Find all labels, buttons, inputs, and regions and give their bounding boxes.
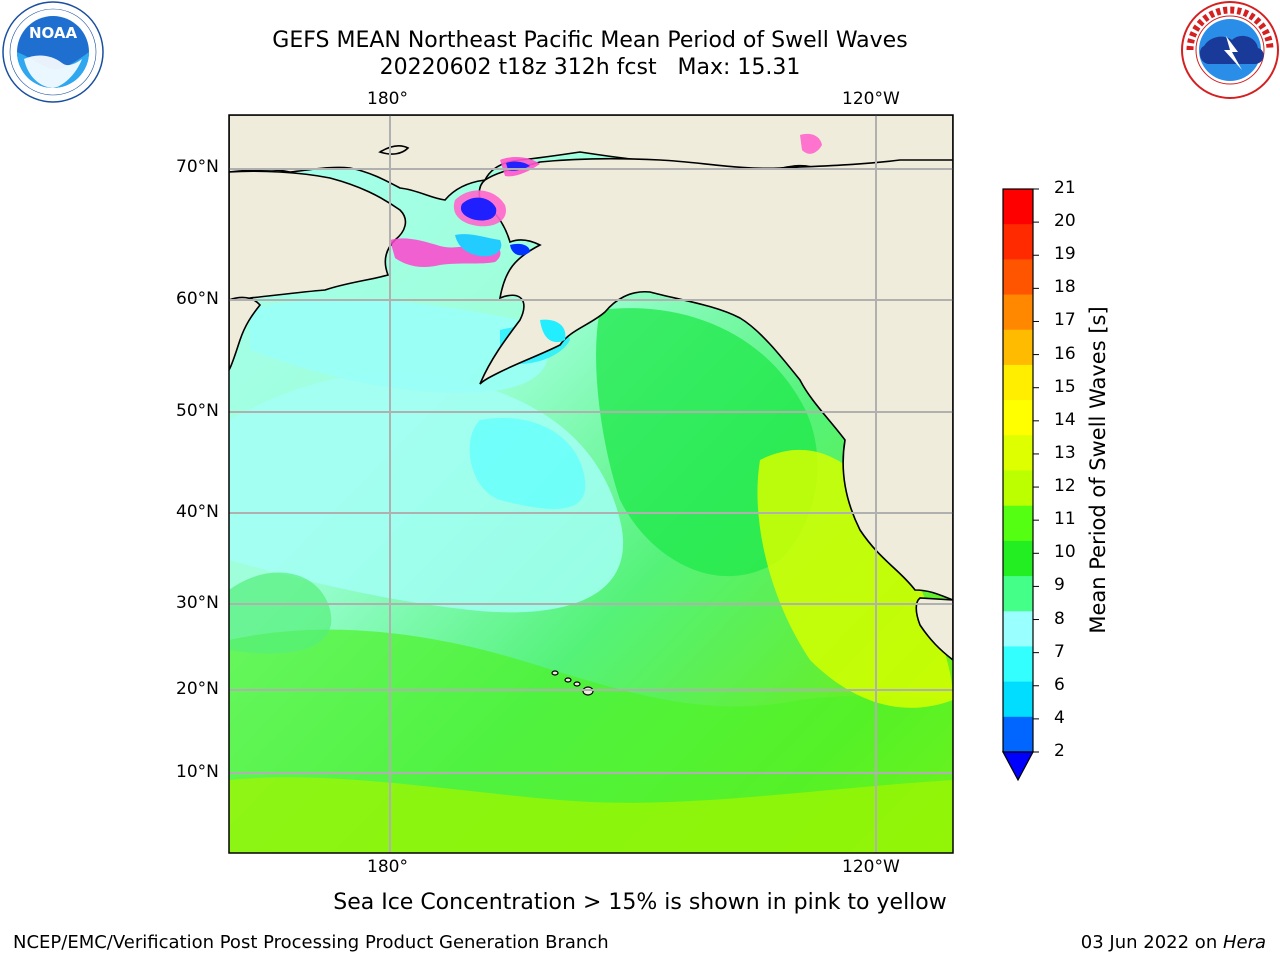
lat-label-30n: 30°N — [176, 593, 219, 613]
colorbar-tick-label: 11 — [1054, 509, 1076, 530]
noaa-logo-text: NOAA — [29, 24, 78, 42]
colorbar-label: Mean Period of Swell Waves [s] — [1086, 306, 1110, 634]
colorbar-segment — [1003, 716, 1033, 753]
colorbar-segment — [1003, 400, 1033, 436]
swell-period-field — [229, 299, 953, 853]
map-frame — [228, 114, 954, 854]
colorbar-tick-label: 21 — [1054, 178, 1076, 198]
lat-label-10n: 10°N — [176, 762, 219, 782]
land-masses — [229, 115, 953, 662]
top-lon-label-120w: 120°W — [842, 89, 900, 109]
colorbar-tick-label: 10 — [1054, 542, 1076, 563]
colorbar-segment — [1003, 259, 1033, 296]
colorbar-tick-label: 15 — [1054, 376, 1076, 397]
colorbar-tick-label: 7 — [1054, 641, 1065, 662]
bottom-lon-label-120w: 120°W — [842, 857, 900, 877]
colorbar-segment — [1003, 611, 1033, 647]
nws-logo — [1181, 1, 1279, 99]
colorbar-tick-label: 20 — [1054, 211, 1076, 232]
land-aleutian-west — [229, 296, 262, 372]
lat-label-40n: 40°N — [176, 502, 219, 522]
sea-ice-footnote: Sea Ice Concentration > 15% is shown in … — [333, 890, 947, 915]
colorbar-segment — [1003, 189, 1033, 225]
colorbar-tick-label: 13 — [1054, 442, 1076, 463]
chart-subtitle: 20220602 t18z 312h fcst Max: 15.31 — [379, 55, 801, 80]
colorbar-segment — [1003, 294, 1033, 331]
colorbar-segment — [1003, 646, 1033, 683]
colorbar-segment — [1003, 364, 1033, 401]
land-alaska — [478, 157, 953, 601]
colorbar-segment — [1003, 540, 1033, 577]
footer-credit: NCEP/EMC/Verification Post Processing Pr… — [13, 932, 609, 953]
colorbar-tick-label: 12 — [1054, 476, 1076, 497]
lat-label-60n: 60°N — [176, 289, 219, 309]
noaa-logo: NOAA — [2, 1, 104, 103]
lat-label-50n: 50°N — [176, 401, 219, 421]
footer-date: 03 Jun 2022 on Hera — [1081, 932, 1266, 953]
colorbar-segment — [1003, 505, 1033, 542]
colorbar-tick-label: 4 — [1054, 707, 1065, 728]
colorbar-tick-label: 19 — [1054, 244, 1076, 265]
colorbar-tick-label: 16 — [1054, 343, 1076, 364]
graticule — [229, 115, 953, 853]
land-westcoast — [915, 597, 953, 662]
colorbar-segment — [1003, 329, 1033, 366]
colorbar-segment — [1003, 681, 1033, 718]
bottom-lon-label-180: 180° — [367, 857, 408, 877]
colorbar-tick-label: 6 — [1054, 674, 1065, 695]
colorbar-tick-label: 14 — [1054, 409, 1076, 430]
colorbar-tick-label: 2 — [1054, 741, 1065, 761]
footer-host: Hera — [1222, 932, 1266, 953]
lat-label-20n: 20°N — [176, 679, 219, 699]
colorbar-tick-label: 8 — [1054, 608, 1065, 629]
lat-label-70n: 70°N — [176, 157, 219, 177]
colorbar — [1003, 188, 1039, 753]
footer-date-text: 03 Jun 2022 on — [1080, 932, 1223, 953]
colorbar-segment — [1003, 435, 1033, 471]
colorbar-tick-label: 17 — [1054, 310, 1076, 331]
colorbar-segment — [1003, 224, 1033, 260]
sea-ice — [390, 133, 822, 343]
colorbar-tick-label: 9 — [1054, 575, 1065, 596]
colorbar-segment — [1003, 576, 1033, 612]
top-lon-label-180: 180° — [367, 89, 408, 109]
map-area — [229, 115, 953, 853]
colorbar-extend-arrow — [1001, 751, 1035, 782]
colorbar-segment — [1003, 470, 1033, 507]
chart-title: GEFS MEAN Northeast Pacific Mean Period … — [272, 28, 908, 53]
colorbar-tick-label: 18 — [1054, 277, 1076, 298]
